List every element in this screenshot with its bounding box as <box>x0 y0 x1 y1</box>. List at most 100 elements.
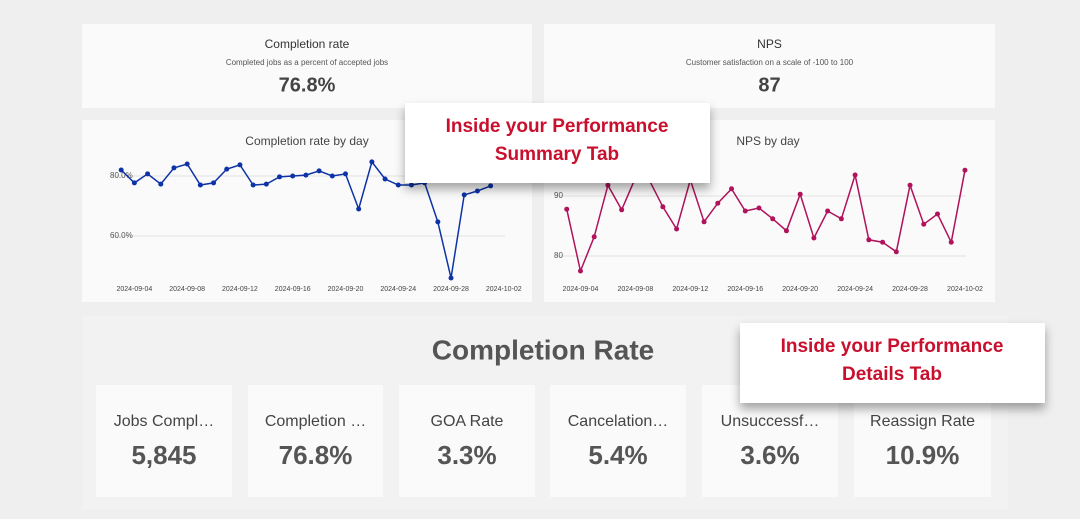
point <box>118 167 124 173</box>
point <box>356 206 362 212</box>
kpi-label: Completion … <box>265 413 366 430</box>
point <box>395 182 401 188</box>
x-tick-label: 2024-09-04 <box>116 286 152 293</box>
kpi-value: 5,845 <box>131 440 196 470</box>
kpi-label: Reassign Rate <box>870 413 975 430</box>
point <box>329 173 335 179</box>
kpi-value: 76.8% <box>279 440 353 470</box>
point <box>948 239 954 245</box>
kpi-card <box>854 385 991 497</box>
y-tick-label: 90 <box>554 191 563 200</box>
kpi-card <box>702 385 838 497</box>
x-tick-label: 2024-09-20 <box>328 286 364 293</box>
point <box>701 219 707 225</box>
point <box>277 174 283 180</box>
point <box>907 182 913 188</box>
kpi-value: 3.6% <box>740 440 799 470</box>
kpi-card <box>96 385 232 497</box>
card-subtitle: Customer satisfaction on a scale of -100… <box>686 58 854 67</box>
kpi-card <box>399 385 535 497</box>
x-tick-label: 2024-09-12 <box>672 286 708 293</box>
point <box>435 219 441 225</box>
callout-text: Inside your Performance <box>781 336 1004 357</box>
point <box>316 168 322 174</box>
y-tick-label: 80.0% <box>110 171 133 180</box>
point <box>729 186 735 192</box>
point <box>564 206 570 212</box>
point <box>342 171 348 177</box>
chart-title: Completion rate by day <box>245 134 368 148</box>
summary-card <box>82 24 532 108</box>
point <box>131 180 137 186</box>
x-tick-label: 2024-09-12 <box>222 286 258 293</box>
kpi-label: Jobs Compl… <box>114 413 214 430</box>
point <box>461 192 467 198</box>
summary-card <box>544 24 995 108</box>
point <box>369 159 375 165</box>
point <box>448 275 454 281</box>
point <box>962 167 968 173</box>
point <box>158 181 164 187</box>
x-tick-label: 2024-09-24 <box>380 286 416 293</box>
card-title: NPS <box>757 37 782 51</box>
x-tick-label: 2024-09-28 <box>892 286 928 293</box>
card-subtitle: Completed jobs as a percent of accepted … <box>226 58 388 67</box>
point <box>715 200 721 206</box>
point <box>935 211 941 217</box>
y-tick-label: 60.0% <box>110 231 133 240</box>
point <box>408 182 414 188</box>
callout-text: Summary Tab <box>495 144 619 165</box>
x-tick-label: 2024-09-28 <box>433 286 469 293</box>
kpi-value: 10.9% <box>886 440 960 470</box>
point <box>290 173 296 179</box>
kpi-label: Cancelation… <box>568 413 669 430</box>
point <box>250 182 256 188</box>
point <box>171 165 177 171</box>
point <box>797 191 803 197</box>
kpi-label: Unsuccessf… <box>721 413 820 430</box>
point <box>756 205 762 211</box>
x-tick-label: 2024-09-20 <box>782 286 818 293</box>
point <box>591 234 597 240</box>
point <box>783 228 789 234</box>
x-tick-label: 2024-10-02 <box>486 286 522 293</box>
x-tick-label: 2024-09-08 <box>169 286 205 293</box>
point <box>838 216 844 222</box>
kpi-value: 3.3% <box>437 440 496 470</box>
point <box>605 182 611 188</box>
point <box>825 208 831 214</box>
point <box>619 207 625 213</box>
card-value: 87 <box>758 74 780 96</box>
point <box>145 171 151 177</box>
card-value: 76.8% <box>279 74 336 96</box>
x-tick-label: 2024-09-04 <box>563 286 599 293</box>
callout-text: Details Tab <box>842 364 942 385</box>
kpi-card <box>248 385 383 497</box>
kpi-card <box>550 385 686 497</box>
point <box>921 221 927 227</box>
point <box>263 181 269 187</box>
point <box>852 172 858 178</box>
x-tick-label: 2024-09-08 <box>617 286 653 293</box>
point <box>660 204 666 210</box>
details-title: Completion Rate <box>432 334 654 365</box>
point <box>811 235 817 241</box>
point <box>488 183 494 189</box>
callout-box <box>740 323 1045 403</box>
kpi-label: GOA Rate <box>431 413 504 430</box>
point <box>474 188 480 194</box>
x-tick-label: 2024-10-02 <box>947 286 983 293</box>
point <box>893 249 899 255</box>
card-title: Completion rate <box>265 37 350 51</box>
point <box>880 239 886 245</box>
kpi-value: 5.4% <box>588 440 647 470</box>
chart-title: NPS by day <box>736 134 799 148</box>
point <box>382 176 388 182</box>
point <box>303 172 309 178</box>
point <box>211 180 217 186</box>
line <box>565 170 966 274</box>
x-tick-label: 2024-09-24 <box>837 286 873 293</box>
x-tick-label: 2024-09-16 <box>275 286 311 293</box>
point <box>770 216 776 222</box>
